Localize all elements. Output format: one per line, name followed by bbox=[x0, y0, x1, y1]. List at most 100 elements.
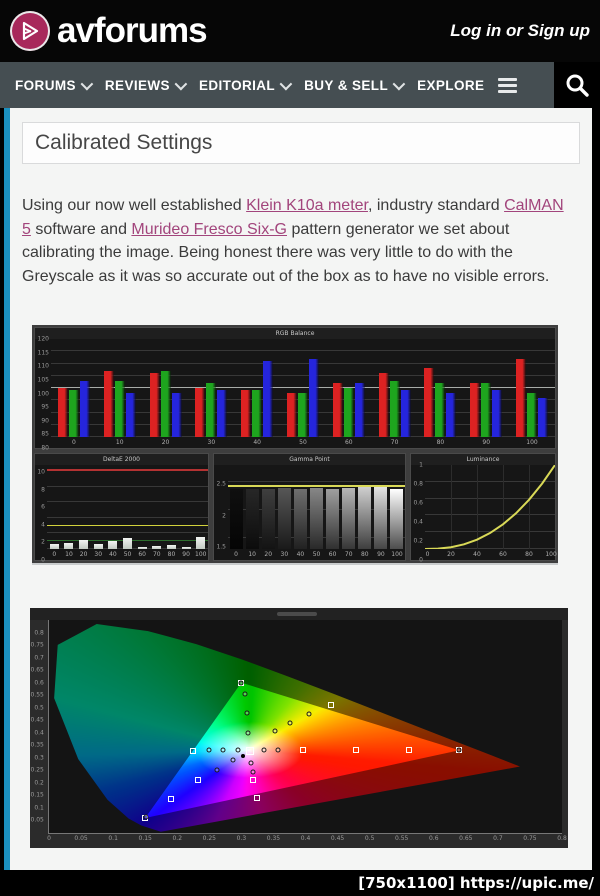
tick-label: 0.6 bbox=[413, 499, 423, 507]
deltae-chart: DeltaE 2000 0 2 4 6 8 10 0 10 20 30 40 50 60 70 80 90 1… bbox=[34, 453, 209, 564]
reference-dot bbox=[241, 753, 246, 758]
page-content: Calibrated Settings Using our now well e… bbox=[10, 108, 592, 870]
measurement-marker bbox=[287, 720, 293, 726]
measurement-marker bbox=[242, 691, 248, 697]
red-bar bbox=[149, 373, 160, 437]
gamma-bar bbox=[390, 488, 404, 549]
avforums-logo[interactable]: avforums bbox=[10, 11, 208, 51]
red-bar bbox=[241, 390, 252, 437]
nav-item-reviews[interactable]: REVIEWS bbox=[105, 77, 188, 93]
red-bar bbox=[286, 392, 297, 437]
gamma-bar bbox=[277, 487, 291, 549]
left-accent-strip bbox=[4, 108, 10, 870]
green-bar bbox=[114, 380, 125, 437]
top-header: avforums Log in or Sign up bbox=[0, 0, 600, 62]
rgb-plot-area bbox=[51, 339, 555, 437]
deltae-x-axis: 0 10 20 30 40 50 60 70 80 90 100 bbox=[52, 551, 207, 558]
deltae-bar bbox=[49, 543, 59, 549]
gamut-target-marker bbox=[194, 776, 201, 783]
red-bar bbox=[57, 388, 68, 437]
tick-label: 80 bbox=[41, 444, 49, 452]
tick-label: 90 bbox=[41, 417, 49, 425]
tick-label: 100 bbox=[37, 390, 49, 397]
blue-bar bbox=[400, 390, 411, 437]
deltae-y-axis: 0 2 4 6 8 10 bbox=[35, 465, 47, 564]
tick-label: 10 bbox=[37, 468, 45, 476]
deltae-title: DeltaE 2000 bbox=[35, 454, 208, 465]
deltae-bar bbox=[93, 543, 103, 549]
measurement-marker bbox=[248, 760, 254, 766]
chevron-down-icon bbox=[174, 77, 188, 90]
red-bar bbox=[516, 358, 527, 437]
gamut-target-marker bbox=[352, 747, 359, 754]
luminance-chart: Luminance 0 0.2 0.4 0.6 0.8 1 0 20 40 60 80 100 bbox=[410, 453, 557, 564]
deltae-bar bbox=[166, 545, 176, 549]
tick-label: 1 bbox=[419, 461, 423, 469]
deltae-bar bbox=[64, 542, 74, 549]
nav-item-label: EXPLORE bbox=[417, 77, 485, 93]
gamut-target-marker bbox=[167, 796, 174, 803]
tick-label: 2.5 bbox=[216, 480, 226, 488]
deltae-bar bbox=[137, 547, 147, 549]
search-icon bbox=[566, 74, 589, 97]
nav-item-editorial[interactable]: EDITORIAL bbox=[198, 77, 293, 93]
blue-bar bbox=[125, 392, 136, 437]
calibration-charts-image[interactable]: RGB Balance 80 85 90 95 100 105 110 115 120 0 10 2… bbox=[32, 325, 558, 565]
nav-item-explore[interactable]: EXPLORE bbox=[417, 78, 484, 93]
article-paragraph: Using our now well established Klein K10… bbox=[22, 197, 564, 285]
hamburger-menu-icon[interactable] bbox=[498, 77, 518, 93]
gamma-bar bbox=[342, 487, 356, 549]
chevron-down-icon bbox=[80, 77, 94, 90]
measurement-marker bbox=[220, 747, 226, 753]
luminance-title: Luminance bbox=[411, 454, 555, 465]
avforums-logo-icon bbox=[10, 11, 50, 51]
nav-item-label: FORUMS bbox=[15, 77, 76, 93]
gamma-y-axis: 1.5 2 2.5 bbox=[214, 465, 228, 560]
gamut-target-marker bbox=[190, 747, 197, 754]
green-bar bbox=[527, 392, 538, 437]
measurement-marker bbox=[143, 814, 149, 820]
cie-gamut-image[interactable]: 0.05 0.1 0.15 0.2 0.25 0.3 0.35 0.4 0.45 0.5 0.55 0… bbox=[30, 608, 568, 848]
red-bar bbox=[378, 373, 389, 437]
chevron-down-icon bbox=[392, 77, 406, 90]
tick-label: 115 bbox=[37, 349, 49, 357]
login-signup-link[interactable]: Log in or Sign up bbox=[450, 21, 590, 40]
watermark-bar: [750x1100] https://upic.me/ bbox=[0, 870, 600, 896]
deltae-plot-area bbox=[47, 465, 208, 549]
deltae-bar bbox=[79, 539, 89, 549]
tick-label: 4 bbox=[41, 521, 45, 529]
article-link[interactable]: Murideo Fresco Six-G bbox=[131, 220, 287, 238]
rgb-balance-title: RGB Balance bbox=[35, 328, 555, 339]
measurement-marker bbox=[275, 747, 281, 753]
luminance-plot-area bbox=[425, 465, 555, 549]
blue-bar bbox=[79, 380, 90, 437]
article-link[interactable]: Klein K10a meter bbox=[246, 197, 368, 214]
green-bar bbox=[68, 390, 79, 437]
blue-bar bbox=[354, 383, 365, 437]
tick-label: 0.2 bbox=[413, 537, 423, 545]
nav-item-buy-sell[interactable]: BUY & SELL bbox=[304, 77, 406, 93]
nav-item-forums[interactable]: FORUMS bbox=[15, 77, 94, 93]
tick-label: 0.4 bbox=[413, 518, 423, 526]
tick-label: 0.8 bbox=[413, 480, 423, 488]
tick-label: 2 bbox=[41, 538, 45, 546]
gamma-bar bbox=[310, 487, 324, 549]
search-button[interactable] bbox=[554, 62, 600, 108]
page-title: Calibrated Settings bbox=[22, 122, 580, 164]
gamut-target-marker bbox=[254, 794, 261, 801]
tick-label: 6 bbox=[41, 503, 45, 511]
blue-bar bbox=[446, 392, 457, 437]
article-link[interactable]: CalMAN 5 bbox=[22, 197, 564, 238]
nav-item-label: EDITORIAL bbox=[198, 77, 276, 93]
tick-label: 120 bbox=[37, 335, 49, 343]
luminance-y-axis: 0 0.2 0.4 0.6 0.8 1 bbox=[411, 461, 425, 564]
red-bar bbox=[195, 388, 206, 437]
blue-bar bbox=[492, 390, 503, 437]
green-bar bbox=[206, 383, 217, 437]
gamma-bar bbox=[229, 488, 243, 549]
green-bar bbox=[435, 383, 446, 437]
watermark-text: [750x1100] https://upic.me/ bbox=[358, 874, 594, 892]
measurement-marker bbox=[244, 710, 249, 716]
green-bar bbox=[252, 390, 263, 437]
tick-label: 105 bbox=[37, 376, 49, 384]
